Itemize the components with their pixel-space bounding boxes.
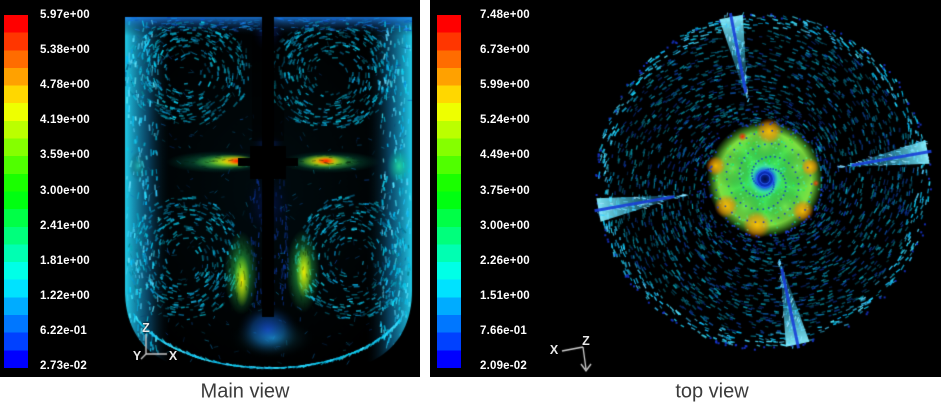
main-view-caption: Main view [200,380,290,402]
axis-x-label: X [549,343,559,357]
top-view-vector-plot [430,0,941,377]
panel-divider [420,0,430,377]
axis-z-label: Z [582,334,590,348]
top-view-caption: top view [675,380,749,402]
main-view-vector-plot [0,0,420,377]
top-view-panel: 7.48e+00 6.73e+00 5.99e+00 5.24e+00 4.49e+00… [430,0,941,377]
main-view-panel: 5.97e+00 5.38e+00 4.78e+00 4.19e+00 3.59e+00… [0,0,420,377]
caption-strip: Main view top view [0,377,941,406]
axis-z-label: Z [142,321,150,335]
axis-y-label: Y [132,349,142,363]
axis-x-label: X [168,349,178,363]
